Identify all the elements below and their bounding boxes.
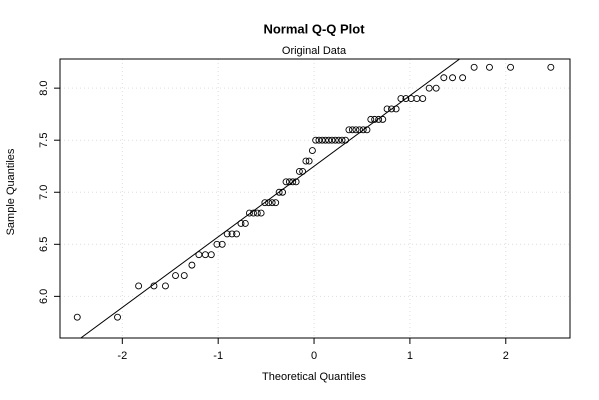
point [180,272,188,279]
y-tick-label: 7.5 [38,133,50,148]
chart-title: Normal Q-Q Plot [263,21,365,36]
point [275,188,283,196]
point [253,209,261,217]
point [218,240,226,248]
point [172,272,179,279]
point [375,115,383,123]
y-tick-label: 8.0 [38,81,50,96]
point [162,282,169,290]
point [338,136,346,144]
point [388,105,395,113]
point [228,230,236,238]
point [547,63,555,71]
point [315,136,323,144]
point [345,126,353,134]
point [207,251,215,259]
point [507,63,515,71]
x-axis-label: Theoretical Quantiles [262,371,366,383]
point [419,95,427,103]
point [245,209,253,217]
y-axis-label: Sample Quantiles [5,148,17,235]
point [289,178,297,186]
point [425,84,433,92]
point [282,178,290,186]
point [328,136,336,144]
x-tick-label: 0 [311,350,317,362]
x-tick-label: -2 [117,350,127,362]
point [397,95,405,103]
point [213,240,221,248]
point [352,126,360,134]
point [241,220,249,227]
point [432,84,440,92]
y-tick-label: 6.5 [38,237,50,252]
point [223,230,231,238]
point [114,313,121,321]
point [295,167,303,175]
point [261,199,269,207]
point [305,157,313,165]
plot-frame [59,58,571,339]
x-tick-label: -1 [213,350,223,362]
point [342,136,349,144]
point [331,136,339,144]
point [268,199,276,207]
point [302,157,310,165]
point [486,63,493,71]
point [188,261,196,269]
point [402,95,410,103]
point [367,115,375,123]
point [318,136,326,144]
point [257,209,265,217]
point [321,136,329,144]
point [335,136,343,144]
point [379,115,387,123]
point [440,74,448,82]
point [413,95,421,103]
point [308,147,316,155]
point [325,136,333,144]
y-tick-label: 6.0 [38,289,50,304]
x-tick-label: 1 [407,350,413,362]
point [272,199,280,207]
point [470,63,478,71]
point [449,74,457,82]
chart-subtitle: Original Data [282,45,347,57]
point [348,126,356,134]
point [312,136,320,144]
point [459,74,467,82]
point [201,251,209,259]
point [135,282,143,290]
point [359,126,367,134]
x-tick-label: 2 [503,350,509,362]
y-tick-label: 7.0 [38,185,50,200]
point [73,313,81,321]
point [233,230,241,238]
reference-line [79,59,461,338]
